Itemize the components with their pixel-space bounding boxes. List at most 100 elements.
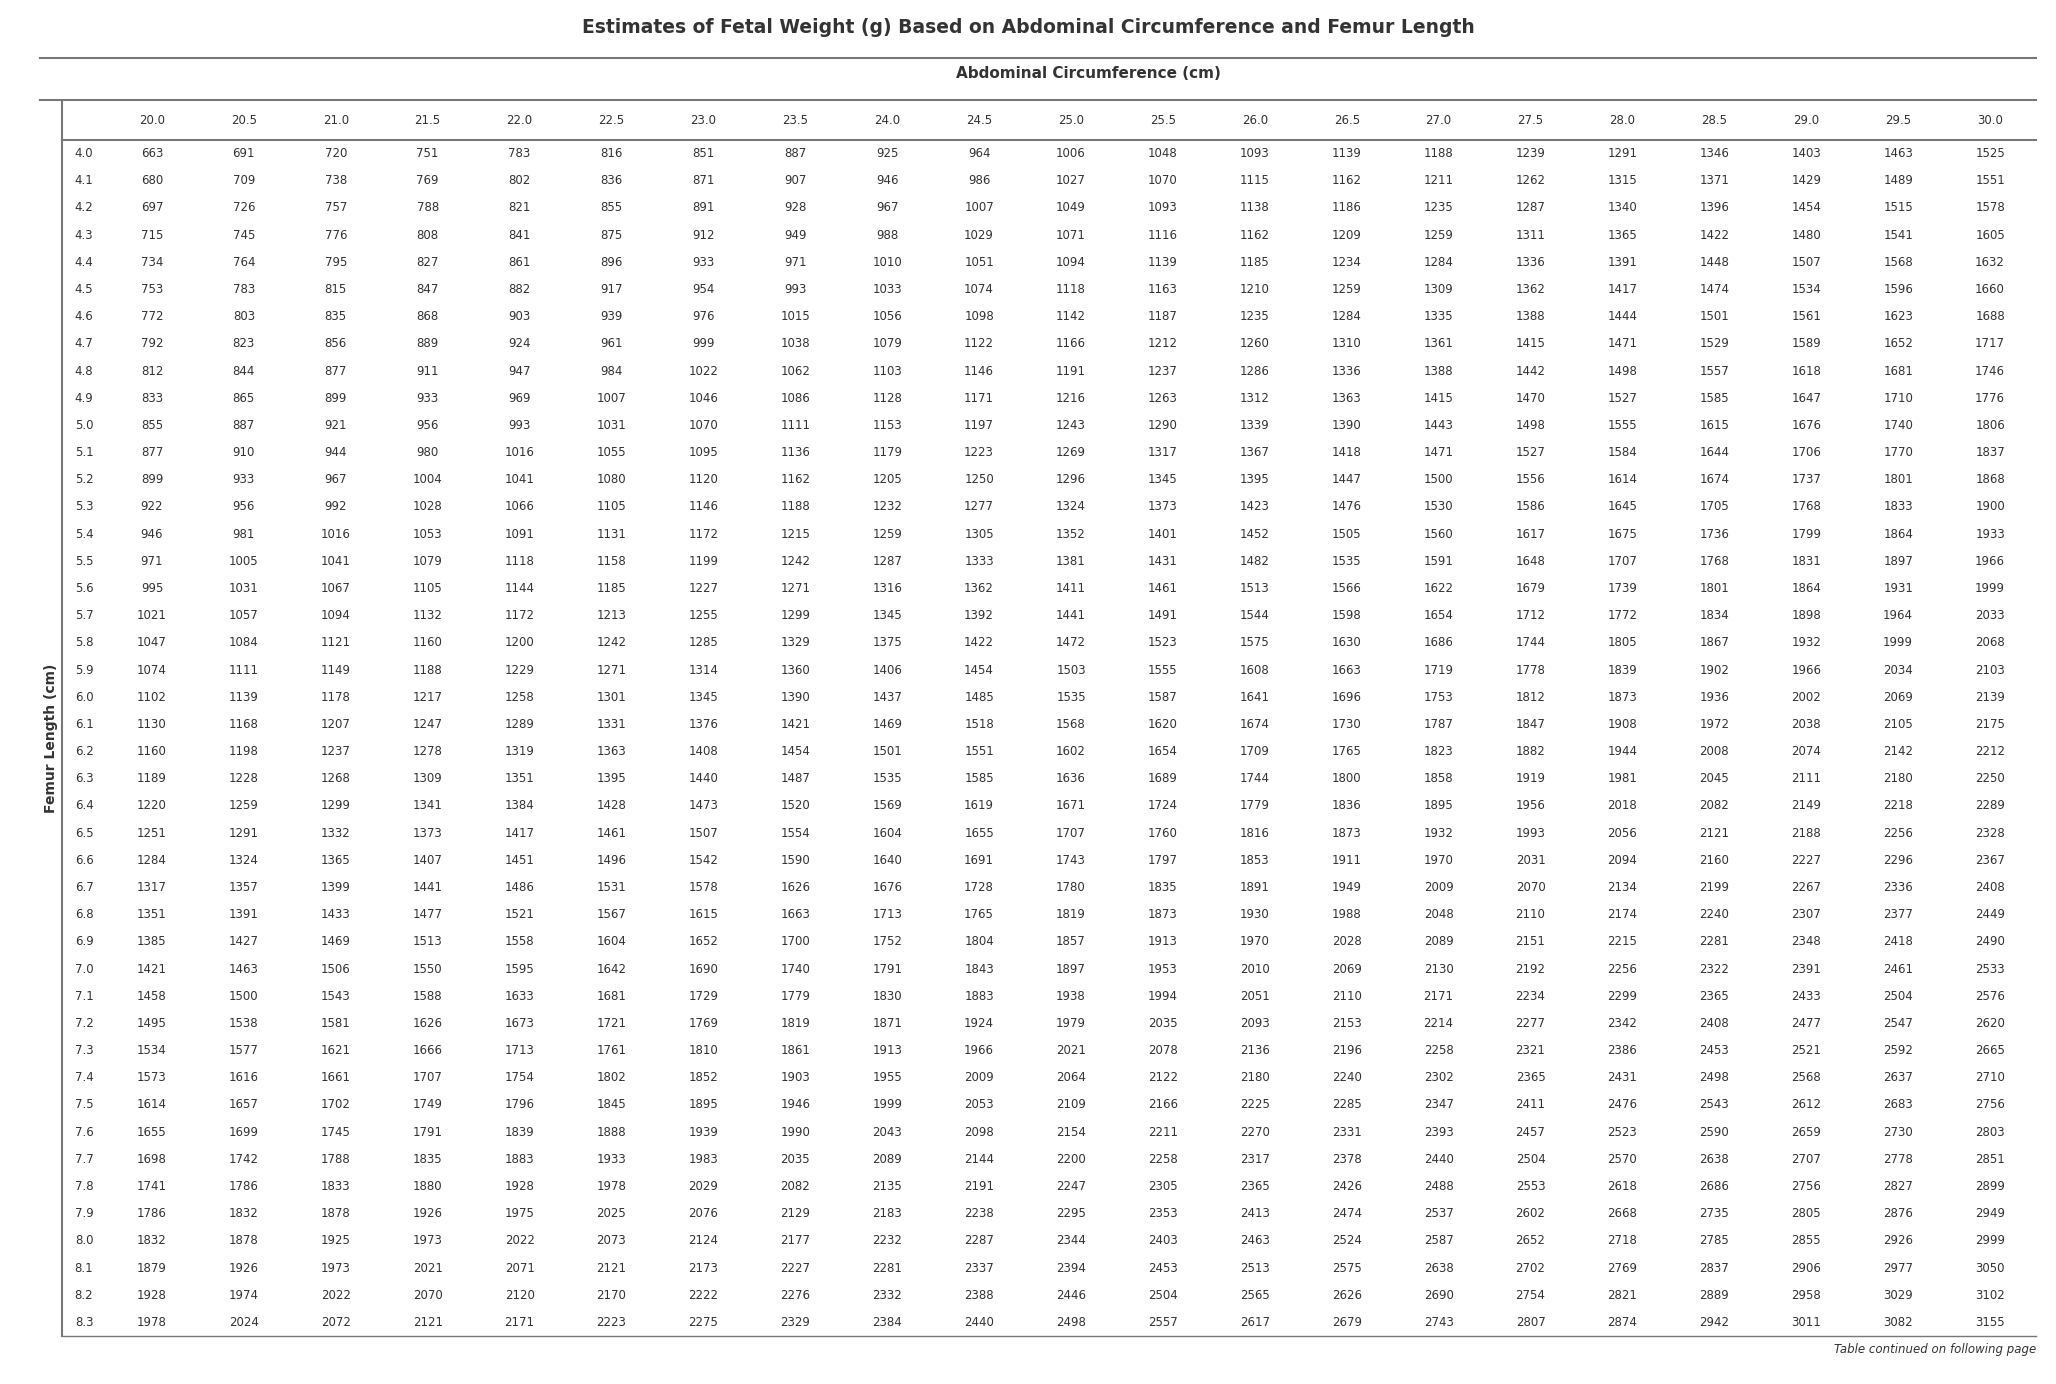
Text: 24.5: 24.5 [966,115,993,127]
Text: 2151: 2151 [1515,936,1546,948]
Text: 7.7: 7.7 [74,1153,93,1165]
Text: 1498: 1498 [1515,419,1546,432]
Text: 5.8: 5.8 [74,637,93,649]
Text: 1595: 1595 [504,962,535,976]
Text: 2337: 2337 [964,1262,993,1275]
Text: 1993: 1993 [1515,826,1546,840]
Text: 1799: 1799 [1791,527,1822,541]
Text: 1926: 1926 [413,1207,442,1221]
Text: 2122: 2122 [1147,1071,1178,1084]
Text: 7.8: 7.8 [74,1181,93,1193]
Text: 2089: 2089 [872,1153,903,1165]
Text: 1319: 1319 [504,745,535,758]
Text: 1007: 1007 [596,392,627,404]
Text: 1142: 1142 [1057,310,1086,324]
Text: 1105: 1105 [596,501,627,513]
Text: 7.4: 7.4 [74,1071,93,1084]
Text: 1314: 1314 [689,663,718,677]
Text: 1074: 1074 [964,282,993,296]
Text: 2010: 2010 [1240,962,1271,976]
Text: 1454: 1454 [1791,202,1822,215]
Text: 1741: 1741 [138,1181,167,1193]
Text: 1284: 1284 [138,854,167,866]
Text: 816: 816 [600,147,623,161]
Text: 882: 882 [508,282,530,296]
Text: 1332: 1332 [321,826,352,840]
Text: 2710: 2710 [1976,1071,2005,1084]
Text: 1268: 1268 [321,772,352,785]
Text: 2053: 2053 [964,1099,993,1111]
Text: 2196: 2196 [1332,1044,1361,1057]
Text: 2307: 2307 [1791,908,1822,922]
Text: 7.2: 7.2 [74,1017,93,1030]
Text: 1132: 1132 [413,609,442,623]
Text: 1551: 1551 [1976,174,2005,187]
Text: 1048: 1048 [1147,147,1178,161]
Text: 1836: 1836 [1332,800,1361,812]
Text: 1835: 1835 [413,1153,442,1165]
Text: 5.9: 5.9 [74,663,93,677]
Text: 2570: 2570 [1608,1153,1637,1165]
Text: 1139: 1139 [1147,256,1178,268]
Text: 2180: 2180 [1883,772,1912,785]
Text: 1554: 1554 [781,826,810,840]
Text: 1373: 1373 [1147,501,1178,513]
Text: 1232: 1232 [872,501,903,513]
Text: 1602: 1602 [1057,745,1086,758]
Text: 1471: 1471 [1423,446,1454,459]
Text: 1172: 1172 [689,527,718,541]
Text: 1617: 1617 [1515,527,1546,541]
Text: 1706: 1706 [1791,446,1822,459]
Text: 1908: 1908 [1608,718,1637,731]
Text: 2093: 2093 [1240,1017,1271,1030]
Text: 956: 956 [417,419,438,432]
Text: 1489: 1489 [1883,174,1912,187]
Text: 2876: 2876 [1883,1207,1912,1221]
Text: 1290: 1290 [1147,419,1178,432]
Text: 2218: 2218 [1883,800,1912,812]
Text: 1391: 1391 [228,908,259,922]
Text: 2064: 2064 [1057,1071,1086,1084]
Text: 1312: 1312 [1240,392,1271,404]
Text: 1094: 1094 [1057,256,1086,268]
Text: 2498: 2498 [1057,1316,1086,1329]
Text: 1879: 1879 [138,1262,167,1275]
Text: 2408: 2408 [1700,1017,1729,1030]
Text: 1729: 1729 [689,990,718,1003]
Text: 1956: 1956 [1515,800,1546,812]
Text: 1365: 1365 [321,854,352,866]
Text: 1805: 1805 [1608,637,1637,649]
Text: 1015: 1015 [781,310,810,324]
Text: 2267: 2267 [1791,882,1822,894]
Text: 2227: 2227 [781,1262,810,1275]
Text: 2521: 2521 [1791,1044,1822,1057]
Text: 1501: 1501 [872,745,903,758]
Text: 1363: 1363 [1332,392,1361,404]
Text: 887: 887 [783,147,806,161]
Text: 1765: 1765 [1332,745,1361,758]
Text: 25.0: 25.0 [1059,115,1084,127]
Text: 2504: 2504 [1515,1153,1546,1165]
Text: 939: 939 [600,310,623,324]
Text: 1581: 1581 [321,1017,352,1030]
Text: Femur Length (cm): Femur Length (cm) [43,663,58,812]
Text: 2805: 2805 [1791,1207,1822,1221]
Text: 1472: 1472 [1057,637,1086,649]
Text: 1360: 1360 [781,663,810,677]
Text: 1698: 1698 [138,1153,167,1165]
Text: 1341: 1341 [413,800,442,812]
Text: 1928: 1928 [138,1289,167,1302]
Text: 2074: 2074 [1791,745,1822,758]
Text: 1591: 1591 [1423,555,1454,567]
Text: 1978: 1978 [596,1181,627,1193]
Text: 2461: 2461 [1883,962,1914,976]
Text: 1086: 1086 [781,392,810,404]
Text: 984: 984 [600,364,623,378]
Text: 663: 663 [140,147,162,161]
Text: 1712: 1712 [1515,609,1546,623]
Text: 1895: 1895 [1423,800,1454,812]
Text: 2035: 2035 [781,1153,810,1165]
Text: 1345: 1345 [1147,473,1178,486]
Text: 2476: 2476 [1608,1099,1637,1111]
Text: 1485: 1485 [964,691,993,703]
